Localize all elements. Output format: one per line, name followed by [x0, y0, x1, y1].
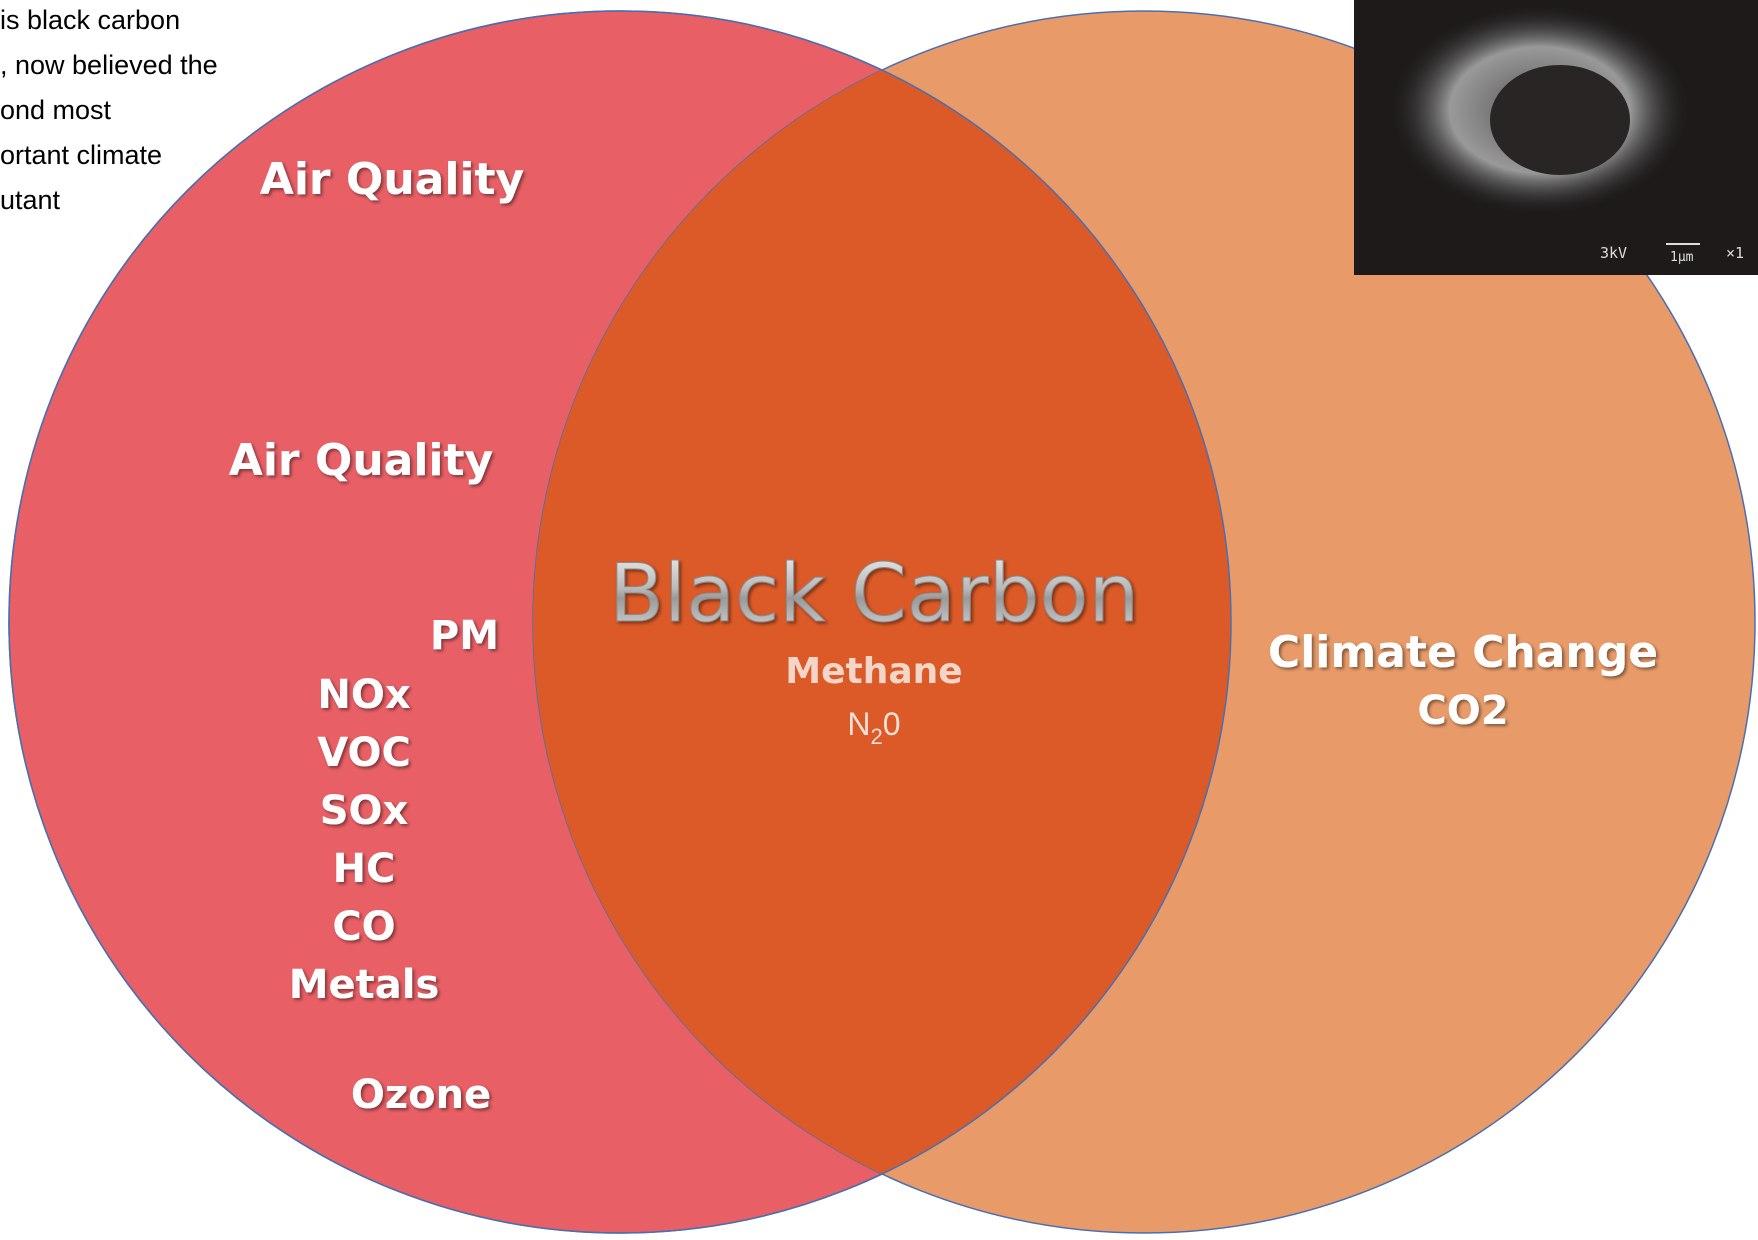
micrograph-voltage: 3kV: [1600, 244, 1627, 262]
left-title: Air Quality: [260, 154, 524, 205]
note-line: utant: [0, 185, 61, 215]
right-item: CO2: [1417, 688, 1508, 734]
micrograph: 3kV 1μm ×1: [1354, 0, 1758, 275]
left-item: SOx: [320, 788, 409, 834]
micrograph-scale: 1μm: [1670, 250, 1694, 265]
particle-core: [1490, 65, 1630, 175]
left-item: NOx: [317, 672, 410, 718]
n2o-subscript: 2: [871, 724, 883, 749]
overlap-item: Methane: [785, 651, 962, 692]
overlap-title: Black Carbon: [609, 547, 1139, 640]
left-item: VOC: [317, 730, 411, 776]
left-item: HC: [333, 846, 396, 892]
venn-diagram: is black carbon , now believed the ond m…: [0, 0, 1758, 1240]
n2o-after: 0: [883, 706, 901, 742]
page: is black carbon , now believed the ond m…: [0, 0, 1758, 1240]
n2o-base: N: [847, 706, 870, 742]
note-line: ortant climate: [0, 140, 162, 170]
left-item: Metals: [289, 962, 440, 1008]
note: is black carbon , now believed the ond m…: [0, 5, 218, 215]
note-line: ond most: [0, 95, 112, 125]
left-subtitle: Air Quality: [229, 435, 493, 486]
note-line: is black carbon: [0, 5, 180, 35]
left-item: PM: [430, 613, 499, 659]
micrograph-magnification: ×1: [1726, 244, 1744, 262]
note-line: , now believed the: [0, 50, 218, 80]
right-title: Climate Change: [1268, 627, 1658, 678]
left-item: CO: [332, 904, 395, 950]
left-extra: Ozone: [351, 1072, 491, 1118]
